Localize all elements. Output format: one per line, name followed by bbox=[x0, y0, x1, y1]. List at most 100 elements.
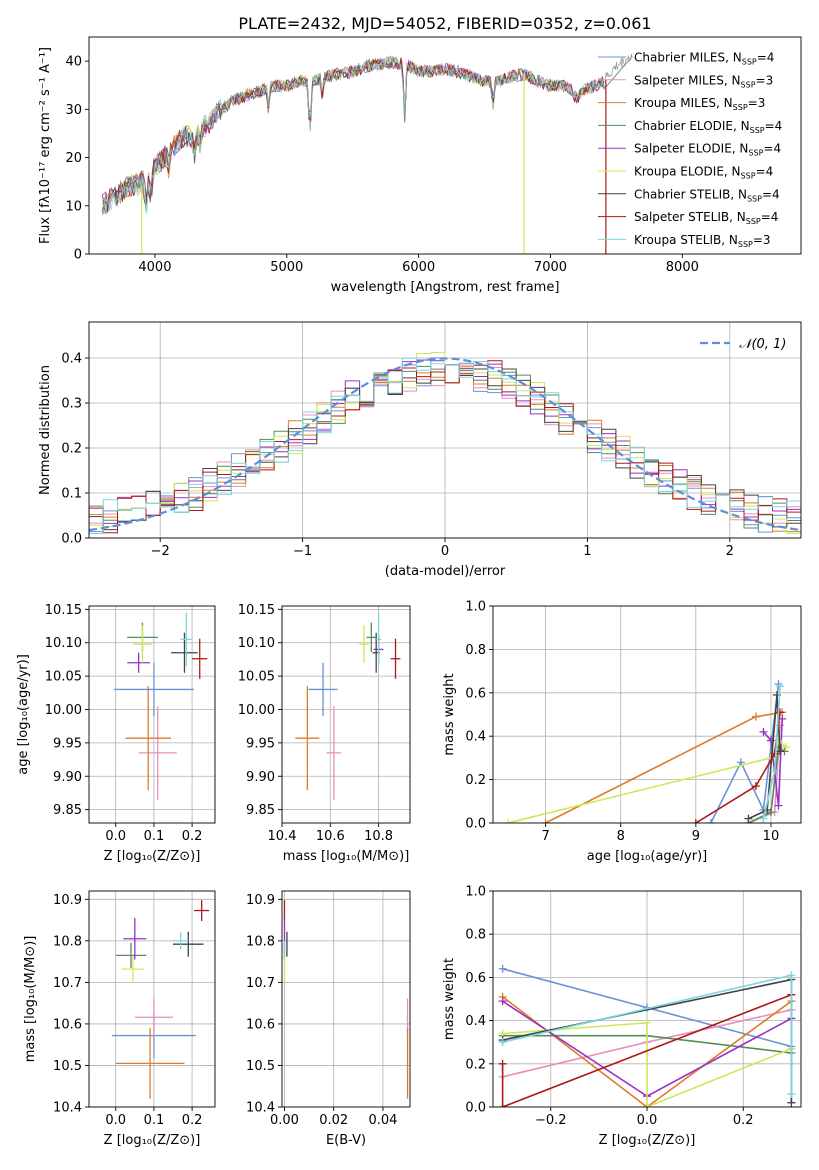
y-tick-label: 10.9 bbox=[53, 893, 82, 908]
y-tick-label: 10.10 bbox=[45, 636, 82, 651]
x-axis-label: wavelength [Angstrom, rest frame] bbox=[331, 280, 560, 295]
y-tick-label: 10.7 bbox=[53, 976, 82, 991]
y-tick-label: 1.0 bbox=[465, 885, 486, 900]
y-tick-label: 1.0 bbox=[465, 600, 486, 615]
weight-marker bbox=[759, 727, 768, 736]
y-tick-label: 10.7 bbox=[246, 976, 275, 991]
y-tick-label: 10.05 bbox=[45, 670, 82, 685]
plot-area bbox=[282, 891, 410, 1107]
errorbar-point bbox=[326, 706, 342, 800]
legend-nssp-value: =4 bbox=[763, 142, 781, 156]
errorbar-point bbox=[390, 638, 401, 679]
y-tick-label: 10.05 bbox=[238, 670, 275, 685]
errorbar-point bbox=[173, 932, 189, 950]
x-tick-label: 0.0 bbox=[637, 1113, 658, 1128]
y-tick-label: 10 bbox=[65, 199, 82, 214]
y-tick-label: 9.85 bbox=[246, 803, 275, 818]
x-axis-label: Z [log₁₀(Z/Z⊙)] bbox=[104, 1133, 201, 1148]
y-tick-label: 30 bbox=[65, 103, 82, 118]
x-tick-label: 10.4 bbox=[268, 829, 297, 844]
weight-marker bbox=[787, 1090, 796, 1099]
x-tick-label: 8000 bbox=[666, 260, 699, 275]
y-tick-label: 10.15 bbox=[238, 603, 275, 618]
x-tick-label: 10.8 bbox=[364, 829, 393, 844]
weight-marker bbox=[775, 708, 784, 717]
legend-subscript: SSP bbox=[748, 149, 763, 158]
x-tick-label: 1 bbox=[583, 544, 591, 559]
weight-marker bbox=[751, 712, 760, 721]
x-axis-label: (data-model)/error bbox=[385, 564, 506, 579]
legend-entry-label: Kroupa STELIB, NSSP=3 bbox=[634, 233, 771, 249]
errorbar-point bbox=[171, 632, 198, 673]
y-tick-label: 0.0 bbox=[465, 817, 486, 832]
legend-subscript: SSP bbox=[741, 80, 756, 89]
plot-area bbox=[101, 53, 633, 254]
y-tick-label: 0.4 bbox=[465, 730, 486, 745]
residual-histogram-kroupa-stelib bbox=[89, 357, 801, 538]
errorbar-point bbox=[127, 652, 151, 673]
x-tick-label: 0.1 bbox=[144, 1113, 165, 1128]
x-tick-label: 0.02 bbox=[319, 1113, 348, 1128]
axes-frame bbox=[281, 605, 411, 824]
panel-age_vs_mass: 10.4 10.6 10.8 9.85 9.90 9.95 10.00 10.05 10.10 1… bbox=[238, 603, 411, 864]
y-tick-label: 10.00 bbox=[238, 703, 275, 718]
panel-mass_weight_vs_Z: −0.2 0.0 0.2 0.0 0.2 0.4 0.6 0.8 1.0 Z [log₁₀(Z/Z… bbox=[442, 885, 802, 1148]
axes-frame bbox=[88, 36, 802, 255]
x-tick-label: 0.0 bbox=[105, 1113, 126, 1128]
errorbar-point bbox=[138, 706, 177, 800]
errorbar-point bbox=[173, 931, 204, 957]
plot-area bbox=[89, 891, 215, 1107]
y-axis-label: Normed distribution bbox=[38, 365, 53, 495]
model-spectrum-kroupa-stelib bbox=[101, 56, 633, 215]
errorbar-point bbox=[123, 918, 147, 960]
errorbar-point bbox=[376, 612, 382, 667]
y-tick-label: 0.4 bbox=[61, 352, 82, 367]
x-tick-label: 10.6 bbox=[316, 829, 345, 844]
weight-marker bbox=[787, 971, 796, 980]
legend-entry-label: 𝒩(0, 1) bbox=[739, 337, 786, 352]
weight-line-kroupa-elodie bbox=[507, 739, 787, 823]
weight-marker bbox=[498, 1103, 507, 1107]
y-tick-label: 10.15 bbox=[45, 603, 82, 618]
y-tick-label: 0 bbox=[74, 248, 82, 263]
x-axis-label: Z [log₁₀(Z/Z⊙)] bbox=[599, 1133, 696, 1148]
legend-subscript: SSP bbox=[750, 126, 765, 135]
weight-marker bbox=[775, 682, 784, 691]
y-tick-label: 0.4 bbox=[465, 1014, 486, 1029]
x-tick-label: 9 bbox=[692, 829, 700, 844]
errorbar-point bbox=[194, 900, 210, 921]
legend-nssp-value: =4 bbox=[761, 210, 779, 224]
weight-marker bbox=[774, 801, 783, 810]
y-tick-label: 0.2 bbox=[465, 773, 486, 788]
legend-subscript: SSP bbox=[746, 217, 761, 226]
y-axis-label: mass weight bbox=[442, 673, 457, 755]
y-tick-label: 0.8 bbox=[465, 928, 486, 943]
weight-marker bbox=[498, 997, 507, 1006]
x-axis-label: Z [log₁₀(Z/Z⊙)] bbox=[104, 849, 201, 864]
x-tick-label: 2 bbox=[726, 544, 734, 559]
errorbar-point bbox=[295, 686, 320, 791]
y-tick-label: 10.4 bbox=[53, 1101, 82, 1116]
errorbar-point bbox=[125, 686, 172, 791]
x-tick-label: 5000 bbox=[270, 260, 303, 275]
errorbar-point bbox=[359, 625, 369, 663]
y-tick-label: 10.5 bbox=[53, 1059, 82, 1074]
weight-marker bbox=[541, 819, 550, 823]
y-tick-label: 0.8 bbox=[465, 643, 486, 658]
y-axis-label: mass weight bbox=[442, 958, 457, 1040]
errorbar-point bbox=[121, 956, 145, 982]
panel-spectrum: 4000 5000 6000 7000 8000 0 10 20 30 40 wavelength … bbox=[38, 36, 802, 295]
y-tick-label: 20 bbox=[65, 151, 82, 166]
legend-nssp-value: =4 bbox=[765, 119, 783, 133]
legend-subscript: SSP bbox=[741, 172, 756, 181]
weight-marker bbox=[759, 814, 768, 823]
legend-nssp-value: =4 bbox=[762, 187, 780, 201]
errorbar-point bbox=[115, 1028, 185, 1099]
y-tick-label: 40 bbox=[65, 55, 82, 70]
x-tick-label: 0.1 bbox=[144, 829, 165, 844]
model-spectrum-salpeter-stelib bbox=[101, 56, 633, 213]
y-tick-label: 0.6 bbox=[465, 686, 486, 701]
x-axis-label: E(B-V) bbox=[326, 1133, 366, 1148]
panel-mass_vs_Z: 0.0 0.1 0.2 10.4 10.5 10.6 10.7 10.8 10.9 Z [log₁… bbox=[23, 890, 216, 1148]
y-axis-label: mass [log₁₀(M/M⊙)] bbox=[23, 936, 38, 1063]
